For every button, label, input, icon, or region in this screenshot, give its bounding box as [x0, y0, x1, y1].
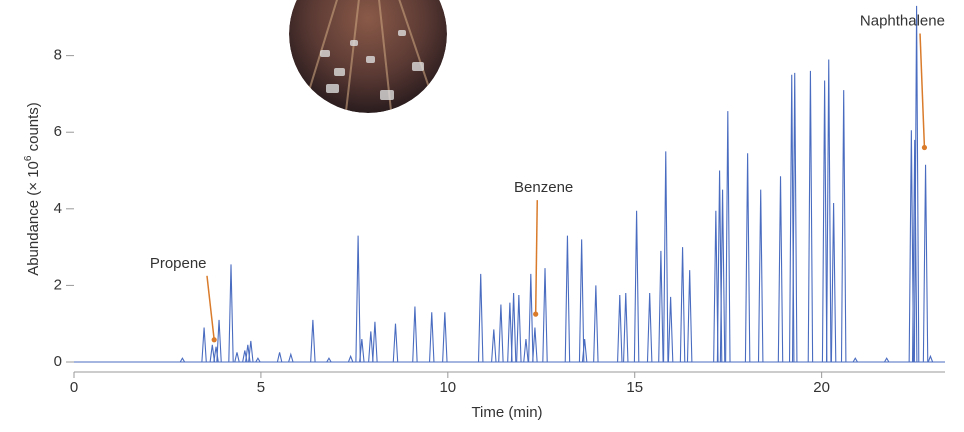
peak — [633, 210, 640, 363]
peak — [713, 210, 719, 363]
peak — [392, 323, 399, 363]
peak — [372, 321, 378, 363]
peak — [179, 357, 186, 363]
peak — [228, 264, 234, 363]
y-tick-label: 4 — [54, 200, 62, 217]
peak — [523, 338, 529, 363]
x-tick-label: 5 — [257, 379, 265, 396]
peak — [564, 235, 571, 363]
peak — [646, 293, 653, 363]
peak — [830, 203, 837, 363]
peak — [412, 306, 418, 363]
photo — [289, 0, 447, 113]
peak — [528, 273, 534, 363]
peak — [477, 273, 484, 363]
peak — [368, 331, 374, 363]
peak — [510, 293, 517, 363]
peak — [516, 294, 522, 363]
peak — [744, 153, 751, 363]
peak — [852, 357, 858, 363]
peak — [248, 340, 254, 363]
peak — [347, 354, 354, 363]
peak — [276, 352, 283, 363]
annotation-leader — [534, 200, 539, 315]
y-tick-label: 6 — [54, 123, 62, 140]
peak — [821, 80, 828, 363]
x-axis-label: Time (min) — [471, 404, 542, 421]
peak — [725, 111, 731, 363]
peak — [498, 304, 504, 363]
peak — [667, 296, 674, 363]
peak — [911, 139, 918, 363]
annotation-point — [533, 311, 539, 317]
y-tick-label: 0 — [54, 353, 62, 370]
peak — [288, 352, 294, 363]
peak — [927, 354, 934, 363]
peak — [201, 327, 207, 363]
peak — [617, 294, 623, 363]
peak — [791, 72, 798, 363]
peak — [234, 352, 240, 363]
annotation-label: Benzene — [514, 179, 573, 196]
peak — [913, 5, 920, 363]
y-axis-label: Abundance (× 106 counts) — [23, 102, 42, 276]
peak — [428, 312, 435, 363]
peak — [491, 329, 497, 363]
peak — [757, 189, 764, 363]
peak — [686, 270, 693, 363]
peak — [209, 344, 216, 363]
peak — [359, 338, 365, 363]
annotation-label: Naphthalene — [860, 13, 945, 30]
peak — [532, 327, 538, 363]
peak — [884, 357, 890, 363]
peak — [581, 338, 588, 363]
peak — [623, 293, 629, 363]
peak — [310, 319, 316, 363]
peak — [593, 285, 599, 363]
peak — [507, 302, 513, 363]
peak — [355, 235, 361, 363]
annotation-point — [211, 337, 217, 343]
peak — [658, 250, 664, 363]
annotation-point — [921, 144, 928, 151]
peak — [216, 319, 222, 363]
x-tick-label: 20 — [813, 379, 830, 396]
peak — [578, 239, 585, 363]
peak — [679, 247, 686, 363]
peak — [255, 357, 261, 363]
peak — [719, 189, 726, 363]
peak — [542, 268, 548, 363]
peak — [825, 59, 832, 363]
peak — [922, 164, 929, 363]
peak — [840, 90, 847, 363]
peak — [807, 70, 814, 363]
peak — [326, 357, 332, 363]
peak — [777, 176, 784, 363]
y-tick-label: 8 — [54, 47, 62, 64]
x-tick-label: 0 — [70, 379, 78, 396]
y-tick-label: 2 — [54, 276, 62, 293]
x-tick-label: 15 — [626, 379, 643, 396]
annotation-label: Propene — [150, 255, 207, 272]
peak — [442, 312, 448, 363]
annotation-leader — [206, 275, 215, 340]
annotation-leader — [919, 33, 926, 148]
x-tick-label: 10 — [439, 379, 456, 396]
peak — [663, 151, 669, 363]
